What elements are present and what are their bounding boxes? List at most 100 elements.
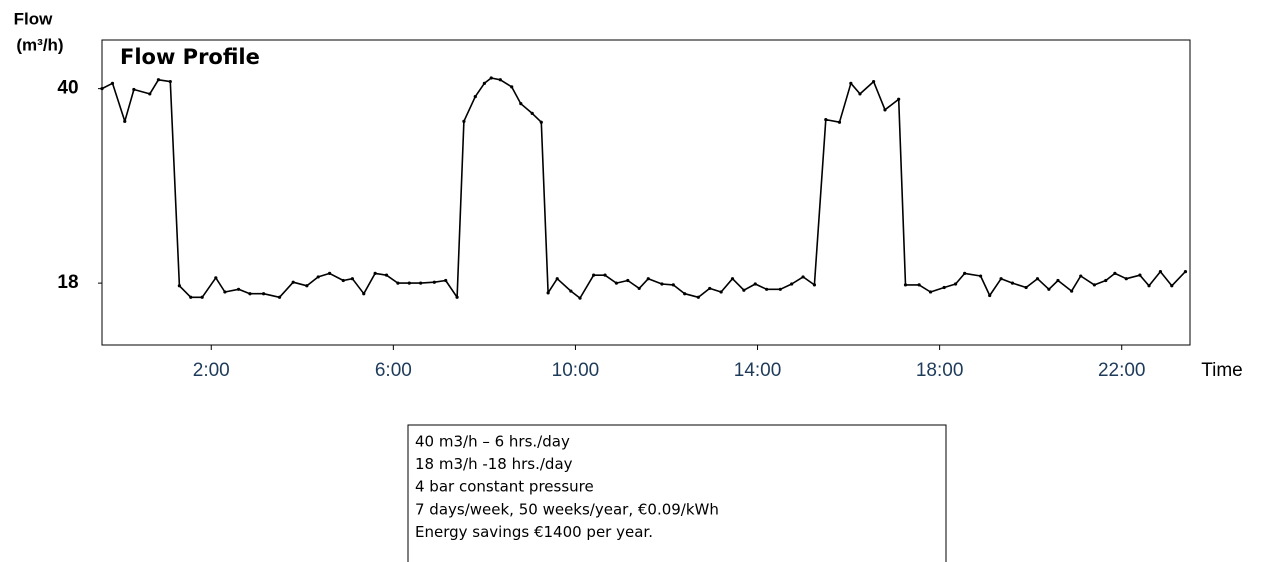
y-tick-label: 40 (57, 78, 78, 99)
data-point (978, 274, 983, 278)
data-point (156, 78, 161, 82)
data-point (123, 119, 127, 123)
data-point (988, 293, 992, 298)
data-point (316, 275, 320, 279)
data-point (999, 277, 1003, 281)
data-point (189, 295, 193, 299)
data-point (277, 295, 282, 299)
data-point (110, 81, 115, 85)
data-point (546, 291, 550, 295)
data-point (730, 277, 735, 281)
data-point (473, 94, 477, 99)
y-axis-label: Flow (14, 9, 53, 28)
data-point (1047, 287, 1051, 291)
data-point (305, 284, 309, 288)
data-point (432, 280, 436, 284)
y-axis-label: (m³/h) (16, 35, 63, 54)
data-point (1183, 270, 1188, 274)
data-point (328, 271, 332, 275)
data-point (603, 273, 607, 277)
data-point (132, 87, 136, 92)
data-point (801, 275, 805, 279)
data-point (1024, 285, 1028, 290)
data-point (1056, 278, 1060, 283)
data-point (510, 85, 514, 89)
data-point (200, 295, 204, 299)
data-point (236, 287, 241, 291)
data-point (812, 283, 817, 287)
data-point (928, 290, 933, 294)
data-point (1147, 284, 1151, 288)
data-point (555, 277, 559, 281)
data-point (942, 285, 946, 290)
x-tick-label: 18:00 (916, 360, 964, 381)
data-point (872, 79, 876, 84)
info-lines: 40 m3/h – 6 hrs./day 18 m3/h -18 hrs./day… (415, 433, 719, 541)
data-point (696, 295, 700, 299)
data-point (683, 292, 687, 296)
data-point (953, 282, 958, 286)
data-point (824, 117, 828, 122)
data-point (708, 286, 712, 291)
data-point (262, 292, 266, 296)
data-point (539, 120, 543, 124)
data-point (519, 102, 523, 106)
data-point (660, 282, 664, 286)
data-point (444, 278, 448, 283)
data-point (419, 281, 423, 285)
data-point (637, 286, 641, 291)
plot-frame (101, 39, 1191, 346)
data-point (223, 290, 227, 294)
info-line: 18 m3/h -18 hrs./day (415, 455, 573, 473)
data-point (790, 282, 794, 286)
data-point (248, 292, 252, 296)
data-point (719, 290, 723, 294)
data-point (168, 79, 172, 84)
data-point (148, 92, 152, 96)
data-point (407, 281, 411, 285)
x-tick-label: 14:00 (734, 360, 782, 381)
data-point (100, 87, 104, 91)
data-point (1079, 274, 1083, 278)
data-point (1138, 273, 1142, 277)
data-point (177, 284, 181, 288)
data-point (1104, 278, 1108, 283)
data-point (1113, 271, 1117, 275)
data-point (592, 273, 596, 277)
data-point (1124, 277, 1128, 281)
data-point (569, 289, 573, 293)
data-point (765, 287, 769, 291)
data-point (963, 271, 967, 275)
data-point (742, 288, 746, 292)
data-point (897, 97, 901, 101)
data-point (753, 282, 757, 286)
x-tick-label: 2:00 (193, 360, 230, 381)
data-point (462, 119, 466, 123)
data-point (455, 295, 459, 299)
data-point (362, 292, 366, 296)
chart-title: Flow Profile (120, 45, 260, 69)
data-point (849, 81, 853, 85)
data-point (1170, 284, 1174, 288)
data-point (214, 276, 218, 280)
data-point (530, 111, 534, 115)
data-point (482, 81, 486, 85)
data-point (1035, 277, 1040, 281)
data-point (396, 281, 400, 285)
data-point (373, 271, 377, 275)
data-point (858, 92, 862, 96)
data-point (1092, 283, 1097, 287)
data-point (291, 280, 295, 284)
data-point (498, 78, 502, 82)
data-point (917, 283, 921, 287)
data-point (671, 283, 675, 287)
data-point (614, 281, 619, 285)
data-point (883, 108, 887, 112)
y-tick-label: 18 (57, 272, 78, 293)
info-line: 4 bar constant pressure (415, 478, 594, 496)
x-axis-label: Time (1201, 360, 1243, 381)
info-line: Energy savings €1400 per year. (415, 523, 653, 541)
data-point (903, 283, 908, 287)
x-tick-label: 10:00 (552, 360, 600, 381)
